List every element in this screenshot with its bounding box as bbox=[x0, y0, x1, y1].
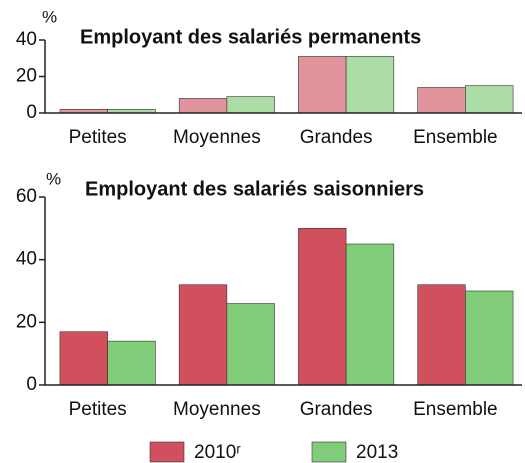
bar bbox=[298, 228, 347, 386]
y-tick-label: 20 bbox=[16, 66, 37, 87]
legend-label: 2013 bbox=[356, 442, 398, 463]
y-tick-label: 60 bbox=[16, 186, 37, 207]
bar bbox=[417, 87, 466, 114]
bar bbox=[465, 85, 514, 114]
bar bbox=[298, 56, 347, 114]
x-tick-label: Ensemble bbox=[413, 399, 498, 420]
y-tick-label: 0 bbox=[26, 374, 37, 395]
bar bbox=[417, 284, 466, 386]
bar bbox=[345, 243, 395, 386]
x-tick-label: Moyennes bbox=[173, 399, 261, 420]
bar bbox=[107, 340, 156, 386]
bar bbox=[178, 284, 228, 386]
bar bbox=[178, 98, 228, 114]
y-tick-label: 20 bbox=[16, 311, 37, 332]
y-tick-label: 40 bbox=[16, 29, 37, 50]
y-axis-label: % bbox=[46, 169, 61, 188]
x-tick-label: Moyennes bbox=[173, 127, 261, 148]
chart-title: Employant des salariés permanents bbox=[80, 26, 421, 48]
legend-swatch bbox=[311, 441, 347, 463]
x-tick-label: Petites bbox=[69, 127, 127, 148]
bar bbox=[345, 56, 395, 114]
bar bbox=[465, 290, 514, 386]
legend-swatch bbox=[149, 441, 185, 463]
y-axis-label: % bbox=[42, 7, 57, 26]
bar bbox=[226, 303, 275, 386]
y-tick-label: 0 bbox=[26, 102, 37, 123]
x-tick-label: Petites bbox=[69, 399, 127, 420]
x-tick-label: Ensemble bbox=[413, 127, 498, 148]
bar bbox=[226, 96, 275, 114]
x-tick-label: Grandes bbox=[300, 127, 373, 148]
legend-label: 2010ʳ bbox=[194, 442, 241, 463]
y-tick-label: 40 bbox=[16, 249, 37, 270]
chart-title: Employant des salariés saisonniers bbox=[85, 178, 424, 200]
bar bbox=[59, 331, 108, 386]
x-tick-label: Grandes bbox=[300, 399, 373, 420]
